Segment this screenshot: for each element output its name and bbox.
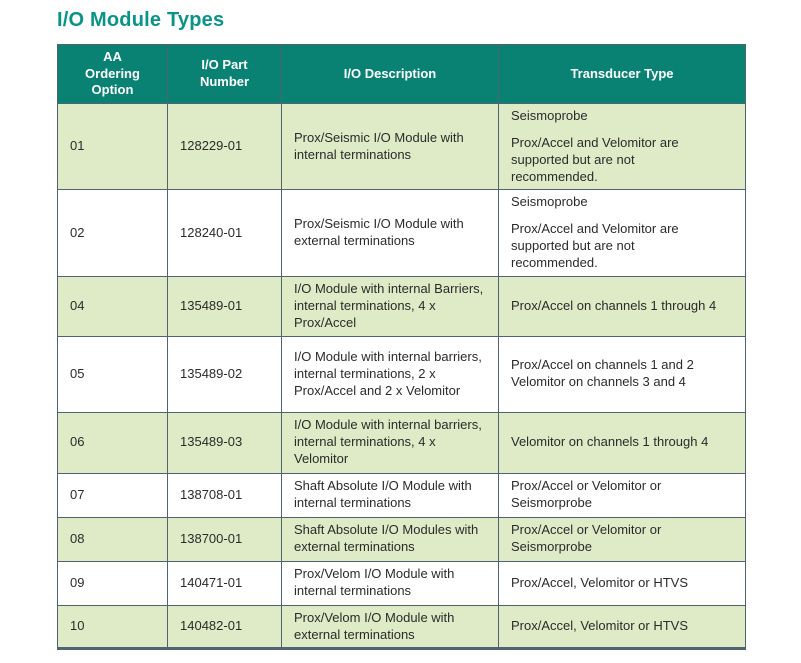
- col-header-aa-ordering-option: AA Ordering Option: [57, 44, 168, 104]
- cell-description: Prox/Seismic I/O Module with external te…: [281, 189, 499, 277]
- transducer-paragraph: Velomitor on channels 1 through 4: [511, 434, 709, 450]
- cell-part-number: 135489-03: [167, 411, 282, 474]
- transducer-paragraph: Prox/Accel and Velomitor are supported b…: [511, 221, 679, 271]
- cell-description: I/O Module with internal barriers, inter…: [281, 335, 499, 413]
- cell-part-number: 140471-01: [167, 560, 282, 606]
- transducer-paragraph: Prox/Accel and Velomitor are supported b…: [511, 134, 679, 184]
- io-module-types-table: AA Ordering Option I/O Part Number I/O D…: [57, 44, 746, 651]
- cell-description: Prox/Velom I/O Module with external term…: [281, 604, 499, 650]
- transducer-paragraph: Prox/Accel or Velomitor or Seismorprobe: [511, 478, 662, 511]
- transducer-paragraph: Prox/Accel on channels 1 through 4: [511, 297, 717, 313]
- cell-part-number: 138708-01: [167, 472, 282, 518]
- cell-part-number: 138700-01: [167, 516, 282, 562]
- cell-part-number: 140482-01: [167, 604, 282, 650]
- cell-ordering-option: 09: [57, 560, 168, 606]
- table-row: 10 140482-01 Prox/Velom I/O Module with …: [57, 604, 746, 650]
- transducer-paragraph: Prox/Accel or Velomitor or Seismorprobe: [511, 522, 662, 555]
- cell-transducer-type: Prox/Accel or Velomitor or Seismorprobe: [498, 472, 746, 518]
- transducer-paragraph: Prox/Accel on channels 1 and 2 Velomitor…: [511, 357, 694, 390]
- cell-part-number: 128240-01: [167, 189, 282, 277]
- cell-ordering-option: 02: [57, 189, 168, 277]
- table-row: 09 140471-01 Prox/Velom I/O Module with …: [57, 560, 746, 606]
- cell-transducer-type: Prox/Accel, Velomitor or HTVS: [498, 560, 746, 606]
- transducer-paragraph: Seismoprobe: [511, 107, 588, 123]
- table-row: 08 138700-01 Shaft Absolute I/O Modules …: [57, 516, 746, 562]
- cell-transducer-type: Velomitor on channels 1 through 4: [498, 411, 746, 474]
- table-row: 06 135489-03 I/O Module with internal ba…: [57, 411, 746, 474]
- col-header-transducer-type: Transducer Type: [498, 44, 746, 104]
- cell-part-number: 135489-02: [167, 335, 282, 413]
- header-row: AA Ordering Option I/O Part Number I/O D…: [57, 44, 746, 104]
- cell-transducer-type: Prox/Accel on channels 1 through 4: [498, 276, 746, 337]
- table-row: 04 135489-01 I/O Module with internal Ba…: [57, 276, 746, 337]
- cell-ordering-option: 06: [57, 411, 168, 474]
- transducer-paragraph: Prox/Accel, Velomitor or HTVS: [511, 574, 688, 590]
- cell-ordering-option: 01: [57, 102, 168, 191]
- table-row: 05 135489-02 I/O Module with internal ba…: [57, 335, 746, 413]
- cell-transducer-type: Prox/Accel or Velomitor or Seismorprobe: [498, 516, 746, 562]
- cell-transducer-type: Prox/Accel, Velomitor or HTVS: [498, 604, 746, 650]
- cell-description: Prox/Seismic I/O Module with internal te…: [281, 102, 499, 191]
- col-header-io-description: I/O Description: [281, 44, 499, 104]
- cell-ordering-option: 05: [57, 335, 168, 413]
- cell-description: I/O Module with internal Barriers, inter…: [281, 276, 499, 337]
- table-row: 07 138708-01 Shaft Absolute I/O Module w…: [57, 472, 746, 518]
- cell-transducer-type: Seismoprobe Prox/Accel and Velomitor are …: [498, 102, 746, 191]
- cell-description: I/O Module with internal barriers, inter…: [281, 411, 499, 474]
- transducer-paragraph: Prox/Accel, Velomitor or HTVS: [511, 618, 688, 634]
- cell-description: Shaft Absolute I/O Module with internal …: [281, 472, 499, 518]
- cell-ordering-option: 07: [57, 472, 168, 518]
- cell-part-number: 135489-01: [167, 276, 282, 337]
- cell-part-number: 128229-01: [167, 102, 282, 191]
- cell-description: Shaft Absolute I/O Modules with external…: [281, 516, 499, 562]
- col-header-io-part-number: I/O Part Number: [167, 44, 282, 104]
- table-row: 02 128240-01 Prox/Seismic I/O Module wit…: [57, 189, 746, 277]
- cell-transducer-type: Seismoprobe Prox/Accel and Velomitor are …: [498, 189, 746, 277]
- table-body: 01 128229-01 Prox/Seismic I/O Module wit…: [57, 102, 746, 650]
- cell-transducer-type: Prox/Accel on channels 1 and 2 Velomitor…: [498, 335, 746, 413]
- cell-ordering-option: 10: [57, 604, 168, 650]
- cell-ordering-option: 08: [57, 516, 168, 562]
- page-title: I/O Module Types: [57, 9, 225, 31]
- cell-description: Prox/Velom I/O Module with internal term…: [281, 560, 499, 606]
- table-row: 01 128229-01 Prox/Seismic I/O Module wit…: [57, 102, 746, 191]
- table-header: AA Ordering Option I/O Part Number I/O D…: [57, 44, 746, 104]
- cell-ordering-option: 04: [57, 276, 168, 337]
- transducer-paragraph: Seismoprobe: [511, 194, 588, 210]
